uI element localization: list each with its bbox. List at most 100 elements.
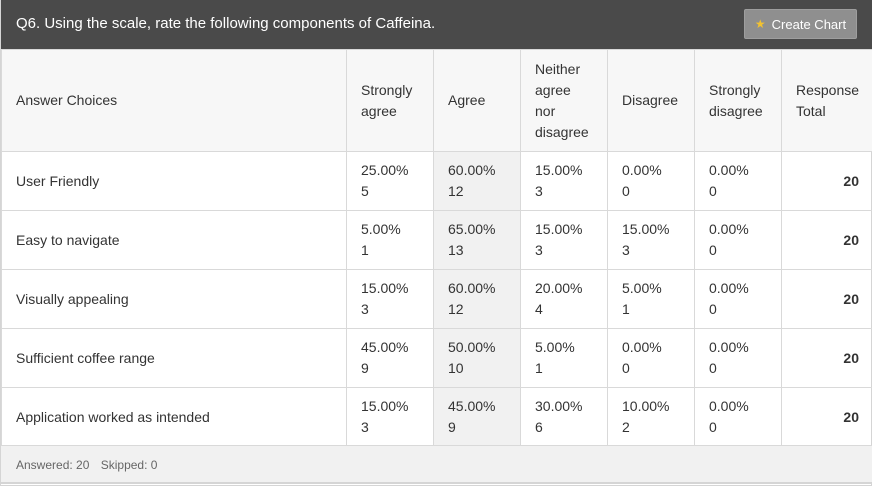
- cell-percent: 0.00%: [709, 221, 749, 237]
- create-chart-label: Create Chart: [771, 16, 847, 32]
- column-header-neither: Neither agree nor disagree: [520, 49, 608, 152]
- cell-count: 9: [448, 419, 456, 435]
- cell-response-total: 20: [781, 210, 872, 270]
- cell-count: 0: [622, 183, 630, 199]
- column-header-answer-choices: Answer Choices: [1, 49, 347, 152]
- column-header-agree: Agree: [433, 49, 521, 152]
- star-icon: ★: [754, 17, 766, 31]
- cell-count: 9: [361, 360, 369, 376]
- row-label: Easy to navigate: [1, 210, 347, 270]
- cell-disagree: 0.00% 0: [607, 328, 695, 388]
- cell-response-total: 20: [781, 328, 872, 388]
- column-header-response-total: Response Total: [781, 49, 872, 152]
- cell-agree: 60.00% 12: [433, 151, 521, 211]
- table-row: User Friendly 25.00% 5 60.00% 12 15.00% 3 0…: [1, 151, 872, 211]
- cell-agree: 45.00% 9: [433, 387, 521, 447]
- row-label: User Friendly: [1, 151, 347, 211]
- cell-percent: 15.00%: [361, 398, 409, 414]
- cell-disagree: 10.00% 2: [607, 387, 695, 447]
- cell-strongly-disagree: 0.00% 0: [694, 328, 782, 388]
- cell-count: 2: [622, 419, 630, 435]
- cell-percent: 45.00%: [361, 339, 409, 355]
- cell-agree: 65.00% 13: [433, 210, 521, 270]
- cell-percent: 0.00%: [709, 162, 749, 178]
- cell-strongly-disagree: 0.00% 0: [694, 387, 782, 447]
- results-table: Answer Choices Strongly agree Agree Neit…: [1, 49, 872, 447]
- cell-count: 4: [535, 301, 543, 317]
- table-row: Application worked as intended 15.00% 3 4…: [1, 387, 872, 447]
- cell-count: 0: [709, 242, 717, 258]
- cell-count: 3: [622, 242, 630, 258]
- table-header-row: Answer Choices Strongly agree Agree Neit…: [1, 49, 872, 152]
- cell-percent: 30.00%: [535, 398, 583, 414]
- cell-strongly-disagree: 0.00% 0: [694, 210, 782, 270]
- cell-strongly-disagree: 0.00% 0: [694, 151, 782, 211]
- summary-footer: Answered: 20 Skipped: 0: [1, 445, 872, 484]
- cell-count: 1: [622, 301, 630, 317]
- cell-percent: 0.00%: [622, 162, 662, 178]
- cell-count: 0: [622, 360, 630, 376]
- cell-percent: 25.00%: [361, 162, 409, 178]
- cell-percent: 15.00%: [535, 221, 583, 237]
- cell-percent: 0.00%: [709, 339, 749, 355]
- cell-percent: 60.00%: [448, 162, 496, 178]
- cell-percent: 5.00%: [361, 221, 401, 237]
- cell-response-total: 20: [781, 269, 872, 329]
- cell-neither: 5.00% 1: [520, 328, 608, 388]
- question-title: Q6. Using the scale, rate the following …: [16, 15, 436, 32]
- column-header-disagree: Disagree: [607, 49, 695, 152]
- cell-percent: 50.00%: [448, 339, 496, 355]
- cell-count: 0: [709, 183, 717, 199]
- cell-percent: 5.00%: [622, 280, 662, 296]
- cell-count: 3: [535, 183, 543, 199]
- cell-neither: 15.00% 3: [520, 210, 608, 270]
- table-row: Easy to navigate 5.00% 1 65.00% 13 15.00% 3…: [1, 210, 872, 270]
- cell-agree: 60.00% 12: [433, 269, 521, 329]
- cell-count: 13: [448, 242, 464, 258]
- question-header: Q6. Using the scale, rate the following …: [1, 0, 872, 49]
- column-header-strongly-agree: Strongly agree: [346, 49, 434, 152]
- cell-count: 3: [361, 301, 369, 317]
- column-header-strongly-disagree: Strongly disagree: [694, 49, 782, 152]
- cell-percent: 10.00%: [622, 398, 670, 414]
- cell-percent: 65.00%: [448, 221, 496, 237]
- cell-count: 1: [535, 360, 543, 376]
- cell-count: 12: [448, 183, 464, 199]
- answered-count: Answered: 20: [16, 458, 90, 472]
- cell-disagree: 5.00% 1: [607, 269, 695, 329]
- response-stats: Answered: 20 Skipped: 0: [16, 458, 165, 472]
- cell-count: 12: [448, 301, 464, 317]
- row-label: Sufficient coffee range: [1, 328, 347, 388]
- row-label: Application worked as intended: [1, 387, 347, 447]
- cell-response-total: 20: [781, 387, 872, 447]
- cell-percent: 15.00%: [361, 280, 409, 296]
- cell-strongly-agree: 15.00% 3: [346, 387, 434, 447]
- skipped-count: Skipped: 0: [100, 458, 158, 472]
- cell-percent: 0.00%: [709, 280, 749, 296]
- cell-disagree: 15.00% 3: [607, 210, 695, 270]
- cell-strongly-agree: 45.00% 9: [346, 328, 434, 388]
- cell-percent: 15.00%: [535, 162, 583, 178]
- cell-count: 0: [709, 419, 717, 435]
- cell-response-total: 20: [781, 151, 872, 211]
- cell-percent: 0.00%: [622, 339, 662, 355]
- cell-count: 5: [361, 183, 369, 199]
- cell-percent: 5.00%: [535, 339, 575, 355]
- table-row: Visually appealing 15.00% 3 60.00% 12 20.0…: [1, 269, 872, 329]
- cell-strongly-agree: 5.00% 1: [346, 210, 434, 270]
- create-chart-button[interactable]: ★ Create Chart: [744, 9, 857, 39]
- cell-neither: 15.00% 3: [520, 151, 608, 211]
- cell-percent: 60.00%: [448, 280, 496, 296]
- cell-strongly-agree: 15.00% 3: [346, 269, 434, 329]
- cell-count: 3: [535, 242, 543, 258]
- table-row: Sufficient coffee range 45.00% 9 50.00% 10…: [1, 328, 872, 388]
- cell-agree: 50.00% 10: [433, 328, 521, 388]
- cell-count: 6: [535, 419, 543, 435]
- cell-strongly-agree: 25.00% 5: [346, 151, 434, 211]
- cell-neither: 20.00% 4: [520, 269, 608, 329]
- row-label: Visually appealing: [1, 269, 347, 329]
- cell-neither: 30.00% 6: [520, 387, 608, 447]
- cell-count: 0: [709, 301, 717, 317]
- cell-count: 1: [361, 242, 369, 258]
